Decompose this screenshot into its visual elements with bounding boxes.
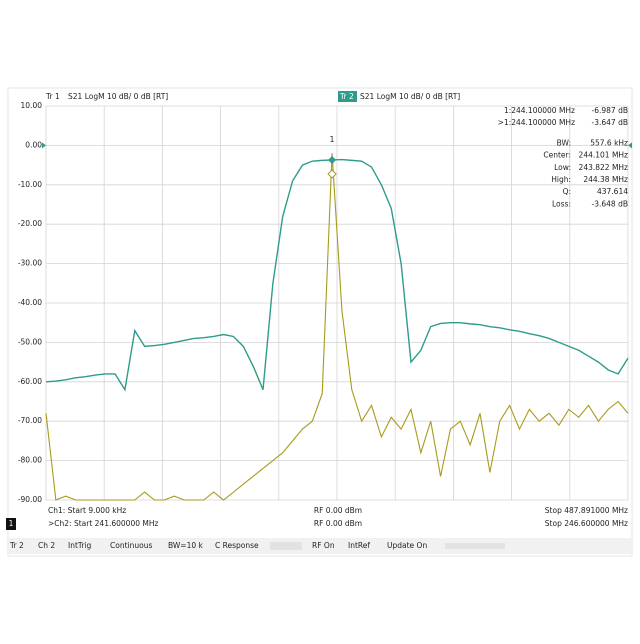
readout-value: 557.6 kHz — [590, 138, 628, 147]
y-tick-label: 0.00 — [25, 140, 42, 149]
status-stop: Stop 246.600000 MHz — [545, 519, 628, 528]
marker-diamond-open — [327, 169, 337, 179]
readout-label: 1:244.100000 MHz — [504, 106, 575, 115]
trace-name: Tr 2 — [339, 92, 354, 101]
y-tick-label: -30.00 — [18, 259, 42, 268]
toolbar-blank — [270, 542, 302, 550]
toolbar-item[interactable]: IntTrig — [68, 541, 92, 550]
toolbar-item[interactable]: Ch 2 — [38, 541, 55, 550]
toolbar-item[interactable]: Update On — [387, 541, 427, 550]
toolbar-item[interactable]: RF On — [312, 541, 335, 550]
status-power: RF 0.00 dBm — [314, 506, 362, 515]
ref-arrow — [42, 142, 46, 149]
y-tick-label: -10.00 — [18, 180, 42, 189]
y-tick-label: -60.00 — [18, 377, 42, 386]
readout-label: >1:244.100000 MHz — [498, 118, 575, 127]
toolbar-item[interactable]: Continuous — [110, 541, 152, 550]
toolbar-item[interactable]: C Response — [215, 541, 259, 550]
readout-value: 244.101 MHz — [579, 151, 629, 160]
window — [7, 87, 633, 557]
trace-measurement: S21 LogM 10 dB/ 0 dB [RT] — [360, 92, 460, 101]
readout-value: -6.987 dB — [592, 106, 628, 115]
status-power: RF 0.00 dBm — [314, 519, 362, 528]
trace-line — [45, 153, 629, 501]
readout-label: Center: — [543, 151, 571, 160]
y-tick-label: -80.00 — [18, 456, 42, 465]
toolbar-item[interactable]: BW=10 k — [168, 541, 204, 550]
readout-label: BW: — [557, 138, 571, 147]
y-tick-label: 10.00 — [21, 101, 43, 110]
readout-label: Q: — [563, 187, 571, 196]
toolbar-item[interactable]: Tr 2 — [9, 541, 24, 550]
marker-label: 1 — [330, 135, 335, 144]
channel-badge: 1 — [9, 519, 14, 528]
readout-value: -3.647 dB — [592, 118, 628, 127]
channel-badge-box — [6, 518, 16, 530]
trace-name: Tr 1 — [45, 92, 60, 101]
trace-line — [45, 158, 629, 392]
status-start: >Ch2: Start 241.600000 MHz — [48, 519, 158, 528]
toolbar-item[interactable]: IntRef — [348, 541, 370, 550]
y-tick-label: -90.00 — [18, 495, 42, 504]
status-start: Ch1: Start 9.000 kHz — [48, 506, 126, 515]
readout-value: 243.822 MHz — [579, 163, 629, 172]
toolbar — [8, 538, 632, 554]
y-tick-label: -50.00 — [18, 337, 42, 346]
readout-label: Loss: — [552, 199, 571, 208]
toolbar-blank — [445, 543, 505, 549]
readout-value: -3.648 dB — [592, 199, 628, 208]
y-tick-label: -70.00 — [18, 416, 42, 425]
ref-arrow — [628, 142, 632, 149]
readout-value: 437.614 — [597, 187, 628, 196]
readout-label: Low: — [554, 163, 571, 172]
status-stop: Stop 487.891000 MHz — [545, 506, 628, 515]
trace-measurement: S21 LogM 10 dB/ 0 dB [RT] — [68, 92, 168, 101]
readout-value: 244.38 MHz — [583, 175, 628, 184]
readout-label: High: — [551, 175, 571, 184]
y-tick-label: -20.00 — [18, 219, 42, 228]
y-tick-label: -40.00 — [18, 298, 42, 307]
marker-diamond — [328, 155, 337, 164]
active-trace-badge — [338, 91, 357, 102]
